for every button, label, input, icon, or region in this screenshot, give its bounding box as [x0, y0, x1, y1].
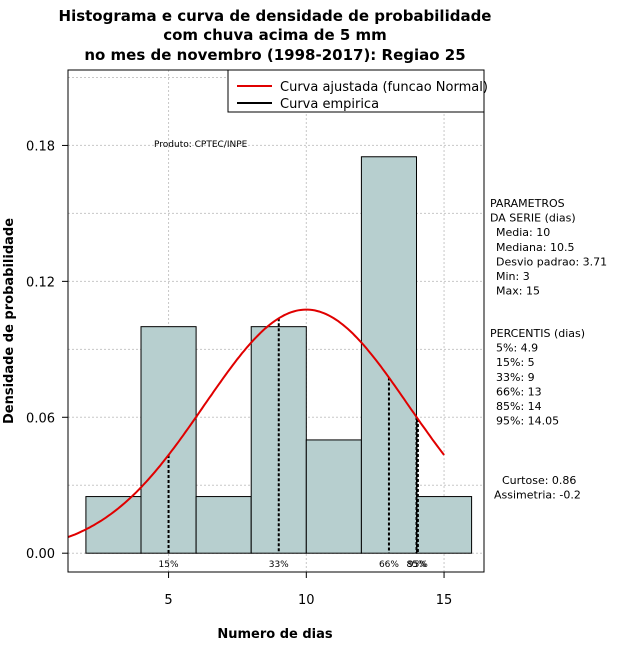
x-axis-label: Numero de dias — [217, 627, 333, 642]
parameter-line-1: PARAMETROS — [490, 197, 565, 210]
y-axis: 0.00 0.06 0.12 0.18 — [26, 139, 69, 562]
histogram-bar-7 — [416, 496, 473, 554]
y-tick-label-2: 0.12 — [26, 275, 55, 290]
parameter-line-2: DA SERIE (dias) — [490, 212, 576, 225]
title-line-2: com chuva acima de 5 mm — [163, 26, 387, 44]
chart-title: Histograma e curva de densidade de proba… — [59, 7, 492, 64]
shape-stats: Curtose: 0.86 Assimetria: -0.2 — [494, 474, 581, 502]
percentile-stat-line-3: 15%: 5 — [496, 356, 535, 369]
normal-fit-curve — [67, 308, 445, 539]
legend-box — [227, 69, 485, 113]
percentile-label-5: 95% — [408, 560, 428, 570]
series-parameters: PARAMETROS DA SERIE (dias)Media: 10 Median… — [490, 197, 607, 298]
histogram-bar-2 — [140, 326, 197, 554]
percentile-stat-line-7: 95%: 14.05 — [496, 415, 559, 428]
y-tick-label-1: 0.06 — [26, 411, 55, 426]
y-axis-label: Densidade de probabilidade — [2, 218, 17, 424]
percentile-stat-line-4: 33%: 9 — [496, 371, 535, 384]
x-tick-label-5: 5 — [164, 593, 172, 608]
y-tick-label-0: 0.00 — [26, 547, 55, 562]
histogram-bar-3 — [195, 496, 252, 554]
percentile-stat-line-1: PERCENTIS (dias) — [490, 327, 585, 340]
percentile-label-3: 66% — [379, 560, 399, 570]
legend: Curva ajustada (funcao Normal) Curva emp… — [227, 69, 488, 113]
y-tick-label-3: 0.18 — [26, 139, 55, 154]
percentile-label-1: 15% — [159, 560, 179, 570]
x-tick-label-10: 10 — [298, 593, 315, 608]
percentile-stat-line-5: 66%: 13 — [496, 385, 542, 398]
shape-stat-line-2: Assimetria: -0.2 — [494, 489, 581, 502]
percentile-label-4: 85% — [406, 560, 426, 570]
percentiles-block: PERCENTIS (dias) 5%: 4.915%: 5 33%: 966%: … — [490, 327, 585, 428]
product-label: Produto: CPTEC/INPE — [154, 140, 248, 150]
percentile-lines: 15% 33% 66% 85%95% — [159, 318, 428, 570]
parameter-line-4: Mediana: 10.5 — [496, 241, 574, 254]
parameter-line-6: Min: 3 — [496, 270, 530, 283]
shape-stat-line-1: Curtose: 0.86 — [502, 474, 576, 487]
legend-label-fit: Curva ajustada (funcao Normal) — [280, 80, 488, 95]
percentile-stat-line-6: 85%: 14 — [496, 400, 542, 413]
percentile-label-2: 33% — [269, 560, 289, 570]
x-axis: 5 10 15 — [164, 571, 453, 608]
title-line-1: Histograma e curva de densidade de proba… — [59, 7, 492, 25]
histogram-bar-5 — [305, 439, 362, 554]
title-line-3: no mes de novembro (1998-2017): Regiao 2… — [84, 46, 465, 64]
legend-label-empirical: Curva empirica — [280, 97, 379, 112]
parameter-line-3: Media: 10 — [496, 226, 550, 239]
parameter-line-5: Desvio padrao: 3.71 — [496, 255, 607, 268]
percentile-stat-line-2: 5%: 4.9 — [496, 342, 538, 355]
x-tick-label-15: 15 — [436, 593, 453, 608]
histogram-bar-6 — [360, 156, 418, 554]
parameter-line-7: Max: 15 — [496, 285, 540, 298]
